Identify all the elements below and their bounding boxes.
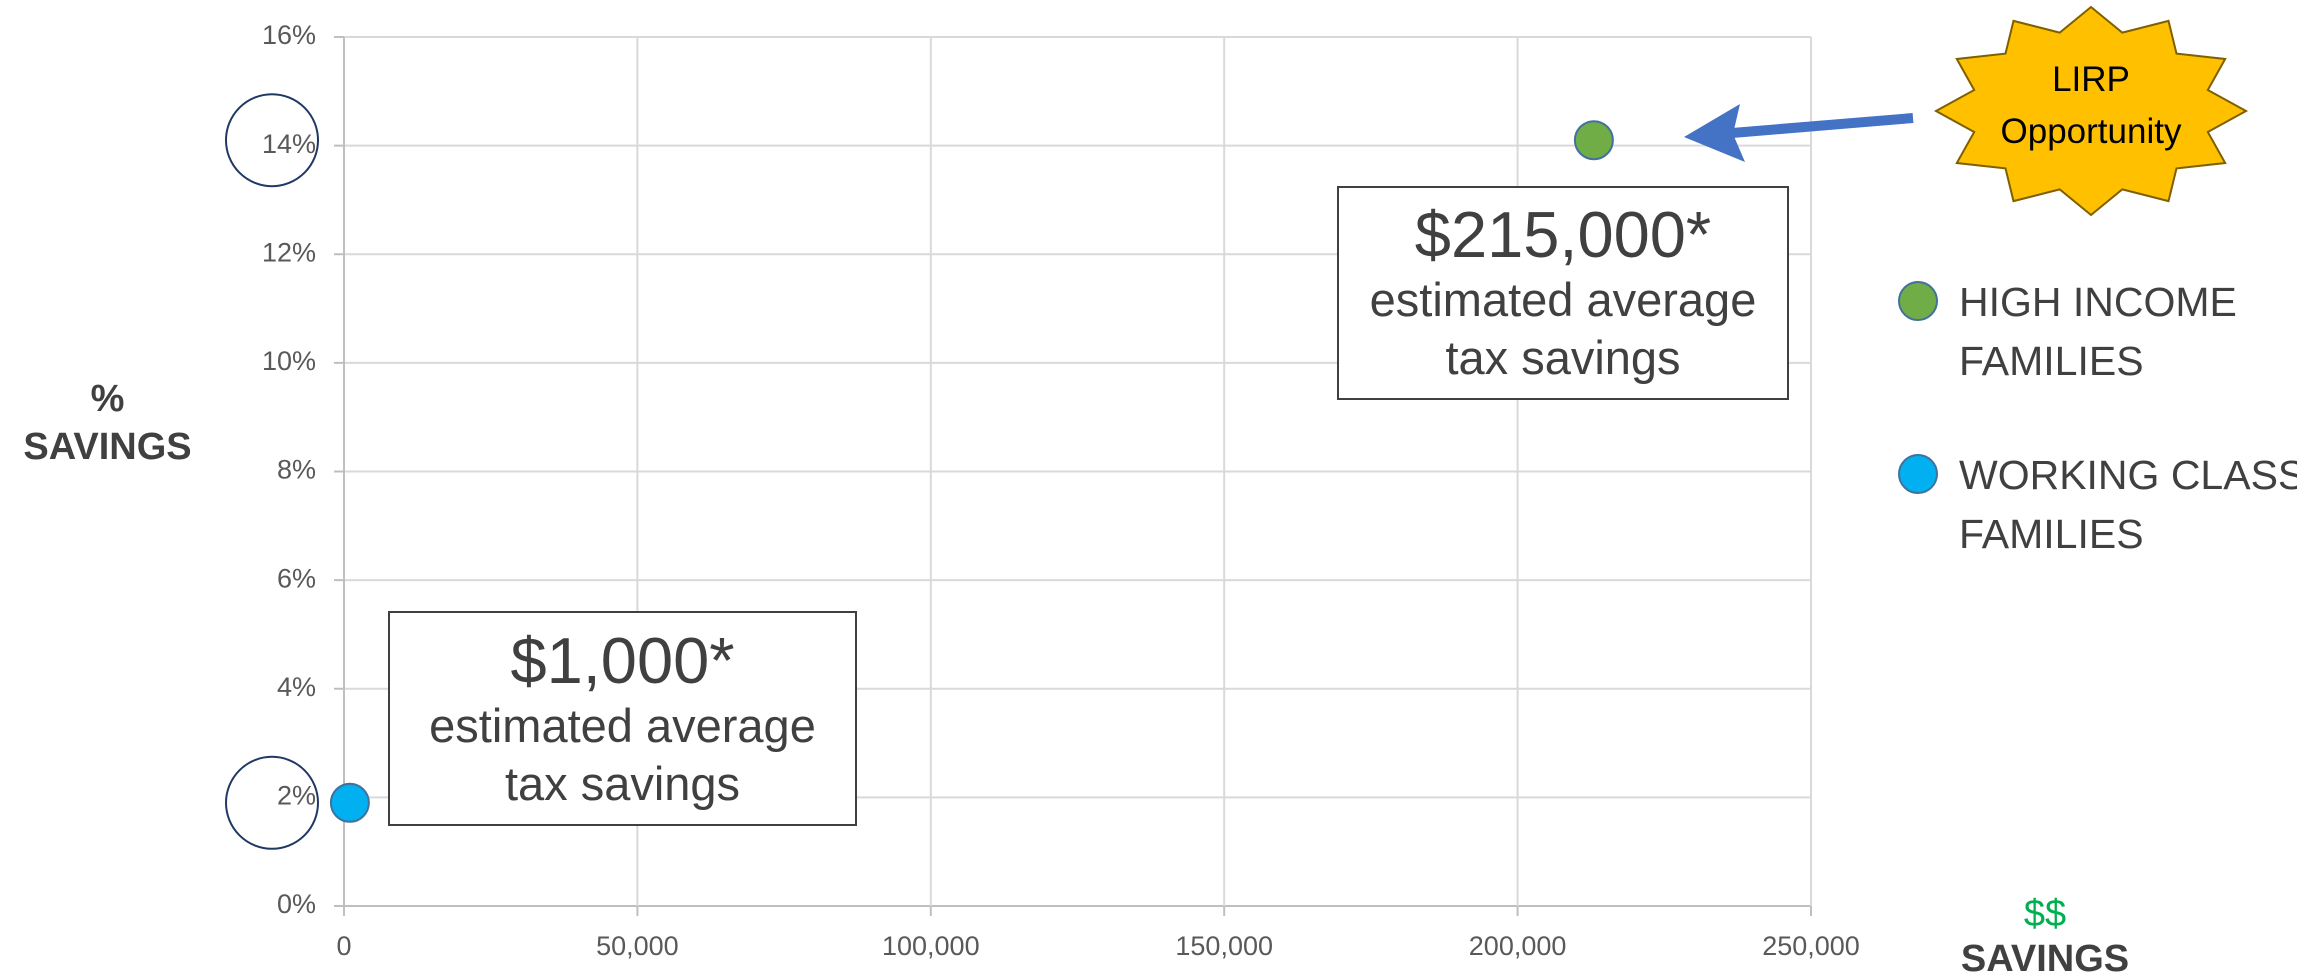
x-tick-label: 50,000 xyxy=(596,931,679,961)
y-tick-label: 2% xyxy=(277,781,316,811)
x-tick-label: 150,000 xyxy=(1175,931,1273,961)
x-tick-label: 100,000 xyxy=(882,931,980,961)
legend-marker xyxy=(1898,281,1938,321)
annotation-box: $1,000* estimated average tax savings xyxy=(388,611,857,826)
y-tick-label: 8% xyxy=(277,455,316,485)
annotation-text: estimated average tax savings xyxy=(429,698,816,810)
arrow xyxy=(1719,113,1914,139)
y-tick-label: 16% xyxy=(262,20,316,50)
highlight-ring xyxy=(225,755,319,850)
y-tick-label: 6% xyxy=(277,563,316,593)
x-label-symbol: $$ xyxy=(2023,893,2067,935)
x-tick-label: 200,000 xyxy=(1469,931,1567,961)
legend-label: HIGH INCOME FAMILIES xyxy=(1959,279,2237,384)
y-label-symbol: % xyxy=(90,378,125,420)
highlight-ring xyxy=(225,93,319,188)
y-tick-label: 4% xyxy=(277,672,316,702)
annotation-amount: $1,000* xyxy=(510,623,735,697)
x-tick-label: 250,000 xyxy=(1762,931,1860,961)
x-tick-label: 0 xyxy=(336,931,351,961)
point xyxy=(329,782,370,823)
y-label-text: SAVINGS xyxy=(23,426,192,468)
burst-text: LIRP Opportunity xyxy=(2000,60,2182,151)
y-tick-label: 14% xyxy=(262,129,316,159)
y-tick-label: 10% xyxy=(262,346,316,376)
burst xyxy=(1933,5,2249,217)
point xyxy=(1573,120,1614,161)
annotation-box: $215,000* estimated average tax savings xyxy=(1337,186,1789,400)
annotation-text: estimated average tax savings xyxy=(1369,273,1757,384)
annotation-amount: $215,000* xyxy=(1414,198,1712,271)
y-label: % SAVINGS xyxy=(0,375,215,471)
x-label-text: SAVINGS xyxy=(1960,938,2130,980)
x-label: $$ SAVINGS xyxy=(1900,890,2190,980)
y-tick-label: 0% xyxy=(277,889,316,919)
legend-marker xyxy=(1898,454,1938,494)
legend-label: WORKING CLASS FAMILIES xyxy=(1959,452,2297,557)
y-tick-label: 12% xyxy=(262,237,316,267)
arrow-head xyxy=(1684,104,1745,162)
